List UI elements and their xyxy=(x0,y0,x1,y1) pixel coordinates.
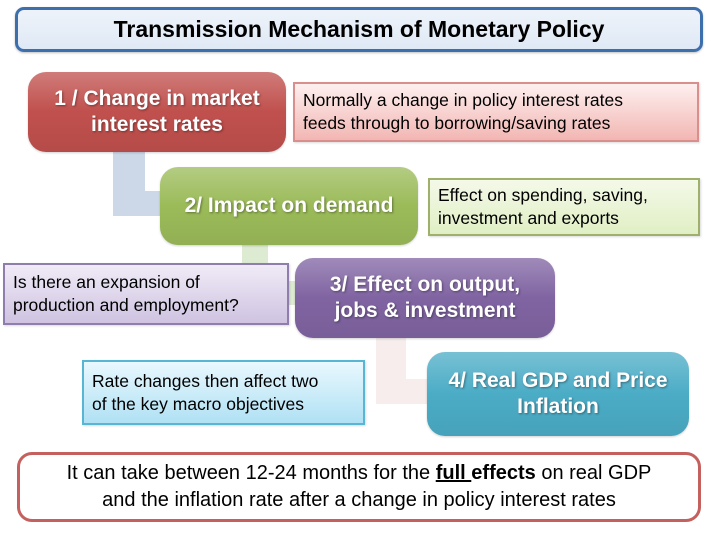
diagram-title-box: Transmission Mechanism of Monetary Polic… xyxy=(15,7,703,52)
note2-line1: Effect on spending, saving, xyxy=(438,185,648,206)
step1-change-in-market-interest-rates: 1 / Change in market interest rates xyxy=(28,72,286,152)
note-step2-spending-saving: Effect on spending, saving, investment a… xyxy=(428,178,700,236)
step2-impact-on-demand: 2/ Impact on demand xyxy=(160,167,418,245)
note4-line2: of the key macro objectives xyxy=(92,393,305,414)
note2-line2: investment and exports xyxy=(438,208,619,228)
footer-line1: It can take between 12-24 months for the… xyxy=(67,460,652,487)
step1-label-line2: interest rates xyxy=(91,113,223,136)
step4-label-line2: Inflation xyxy=(517,395,599,418)
diagram-title: Transmission Mechanism of Monetary Polic… xyxy=(113,16,605,42)
step3-label-line2: jobs & investment xyxy=(334,299,516,322)
note-step3-expansion-question: Is there an expansion of production and … xyxy=(3,263,289,325)
step4-real-gdp-price-inflation: 4/ Real GDP and Price Inflation xyxy=(427,352,689,436)
note-step4-macro-objectives: Rate changes then affect two of the key … xyxy=(82,360,365,425)
footer-emphasis-full: full xyxy=(435,462,472,484)
note3-line1: Is there an expansion of xyxy=(13,272,200,293)
step1-label-line1: 1 / Change in market xyxy=(54,86,260,110)
footer-line2: and the inflation rate after a change in… xyxy=(102,489,616,511)
step3-label-line1: 3/ Effect on output, xyxy=(329,272,521,296)
note4-line1: Rate changes then affect two xyxy=(92,370,319,391)
note3-line2: production and employment? xyxy=(13,295,239,315)
footer-timing-note-box: It can take between 12-24 months for the… xyxy=(17,452,701,522)
footer-emphasis-effects: effects xyxy=(471,462,536,484)
note1-line2: feeds through to borrowing/saving rates xyxy=(303,113,611,133)
note1-line1: Normally a change in policy interest rat… xyxy=(303,90,624,111)
step2-label-line1: 2/ Impact on demand xyxy=(184,193,394,217)
step3-effect-on-output-jobs-investment: 3/ Effect on output, jobs & investment xyxy=(295,258,555,338)
footer-line1-suffix: on real GDP xyxy=(535,462,652,484)
note-step1-policy-rates: Normally a change in policy interest rat… xyxy=(293,82,699,142)
step4-label-line1: 4/ Real GDP and Price xyxy=(448,368,668,392)
footer-line1-prefix: It can take between 12-24 months for the xyxy=(66,462,436,484)
